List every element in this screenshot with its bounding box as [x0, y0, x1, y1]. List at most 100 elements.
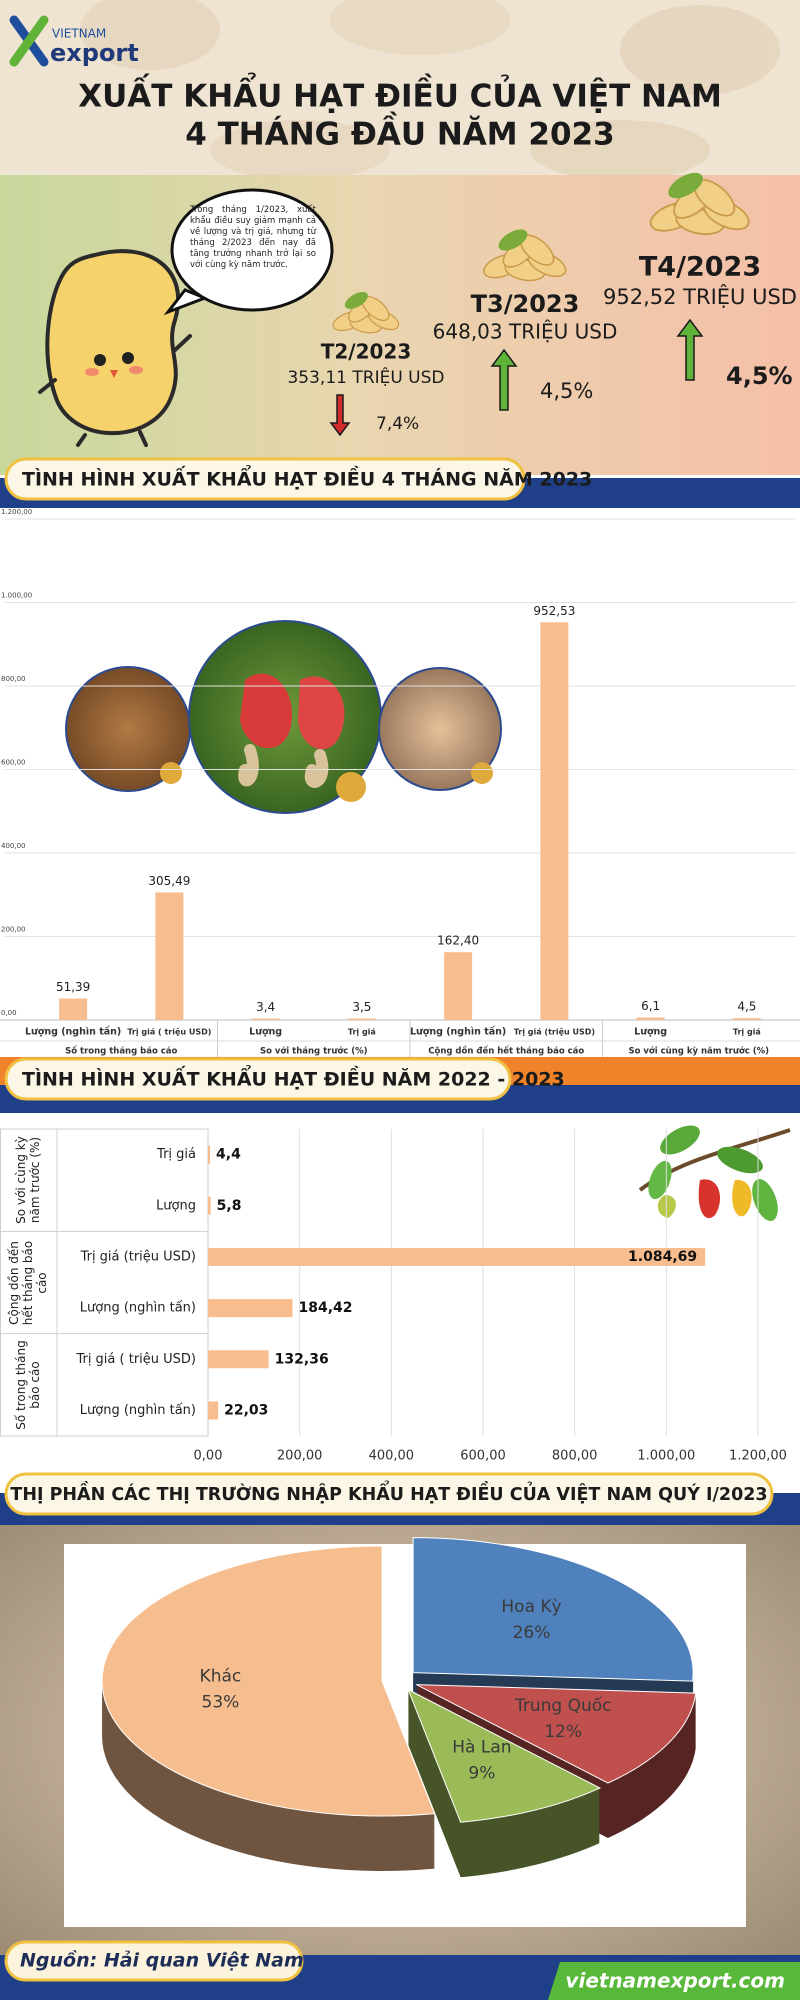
change-arrow [490, 348, 518, 411]
y-tick-label: Lượng (nghìn tấn) [80, 1301, 196, 1316]
bar [540, 622, 569, 1020]
group-label: Cộng dồn đến hết tháng báo cáo [428, 1046, 584, 1057]
group-label: So với cùng kỳ năm trước (%) [14, 1136, 43, 1224]
section-title: TÌNH HÌNH XUẤT KHẨU HẠT ĐIỀU NĂM 2022 - … [22, 1065, 565, 1091]
slice [416, 1684, 697, 1784]
y-tick-label: 800,00 [1, 675, 26, 683]
banner-pill [4, 1472, 774, 1516]
period-value: 648,03 TRIỆU USD [433, 320, 618, 344]
leaf [498, 229, 528, 251]
value-label: 22,03 [224, 1402, 268, 1418]
bar [208, 1299, 293, 1318]
slice-label: Trung Quốc [514, 1695, 612, 1716]
mascot [38, 249, 192, 447]
x-tick-label: 600,00 [460, 1449, 506, 1464]
y-tick-label: 0,00 [1, 1009, 17, 1017]
y-tick-label: 1.200,00 [1, 508, 32, 516]
value-label: 305,49 [148, 874, 190, 888]
bar [347, 1018, 376, 1020]
x-tick-label: 400,00 [369, 1449, 415, 1464]
slice-value: 12% [544, 1722, 582, 1742]
group-label: So với cùng kỳ năm trước (%) [628, 1046, 769, 1057]
y-tick-label: Lượng [156, 1198, 196, 1213]
y-tick-label: 200,00 [1, 926, 26, 934]
footer-accent [548, 1962, 800, 2000]
group-label: Cộng dồn đến hết tháng báo cáo [7, 1240, 50, 1325]
bar [732, 1018, 761, 1020]
logo-bottom: export [50, 39, 139, 67]
x-tick-label: 0,00 [194, 1449, 223, 1464]
header-bg [0, 0, 800, 175]
banner-pill [4, 1057, 512, 1101]
leaf [668, 172, 703, 199]
logo: VIETNAM export [9, 15, 139, 67]
section-title: THỊ PHẦN CÁC THỊ TRƯỜNG NHẬP KHẨU HẠT ĐI… [10, 1480, 767, 1505]
group-label: Số trong tháng báo cáo [14, 1340, 43, 1430]
period-value: 952,52 TRIỆU USD [603, 284, 797, 309]
bar [208, 1247, 706, 1266]
value-label: 3,4 [256, 1000, 275, 1014]
y-tick-label: 400,00 [1, 842, 26, 850]
x-tick-label: Lượng [249, 1027, 282, 1038]
y-tick-label: 1.000,00 [1, 592, 32, 600]
bar [636, 1017, 665, 1020]
bar [251, 1018, 280, 1020]
slice [407, 1688, 601, 1823]
x-tick-label: Trị giá [348, 1028, 376, 1037]
source-pill [4, 1940, 304, 1982]
y-tick-label: Trị giá ( triệu USD) [75, 1352, 196, 1367]
bar [444, 952, 473, 1020]
group-label: Số trong tháng báo cáo [65, 1046, 177, 1057]
value-label: 4,4 [216, 1147, 241, 1163]
speech-bubble [163, 188, 334, 316]
bubble-text: Trong tháng 1/2023, xuất khẩu điều suy g… [190, 205, 316, 270]
source: Nguồn: Hải quan Việt Nam [20, 1949, 304, 1972]
bar [155, 892, 184, 1020]
slice [101, 1545, 436, 1817]
nut-icon [332, 291, 400, 334]
y-tick-label: 600,00 [1, 759, 26, 767]
y-tick-label: Lượng (nghìn tấn) [80, 1403, 196, 1418]
slice-value: 26% [513, 1623, 551, 1643]
value-label: 51,39 [56, 980, 90, 994]
value-label: 5,8 [217, 1198, 242, 1214]
change: 4,5% [726, 362, 793, 390]
group-label: So với tháng trước (%) [260, 1046, 368, 1057]
change-arrow [329, 394, 351, 437]
slice-value: 53% [202, 1692, 240, 1712]
x-tick-label: Lượng [634, 1027, 667, 1038]
value-label: 132,36 [275, 1351, 329, 1367]
leaf [344, 291, 368, 309]
period-value: 353,11 TRIỆU USD [287, 366, 444, 388]
value-label: 184,42 [299, 1300, 353, 1316]
banner-pill [4, 457, 526, 501]
nut-icon [483, 229, 567, 282]
value-label: 162,40 [437, 934, 479, 948]
slice [412, 1537, 694, 1682]
x-tick-label: Trị giá ( triệu USD) [127, 1028, 211, 1037]
period: T3/2023 [471, 290, 580, 318]
category-panel [0, 1128, 209, 1437]
website: vietnamexport.com [565, 1969, 785, 1993]
bar [208, 1401, 219, 1420]
value-label: 3,5 [352, 1000, 371, 1014]
bar [208, 1145, 211, 1164]
x-tick-label: 1.200,00 [729, 1449, 787, 1464]
x-tick-label: Trị giá (triệu USD) [514, 1028, 595, 1037]
photo-circles [65, 620, 502, 814]
x-tick-label: 1.000,00 [637, 1449, 695, 1464]
logo-top: VIETNAM [52, 27, 106, 41]
x-tick-label: 200,00 [277, 1449, 323, 1464]
title-line: XUẤT KHẨU HẠT ĐIỀU CỦA VIỆT NAM [78, 74, 722, 115]
bar [208, 1196, 211, 1215]
slice-label: Hoa Kỳ [501, 1597, 561, 1617]
value-label: 4,5 [737, 1000, 756, 1014]
slice-label: Khác [200, 1666, 242, 1686]
slice-label: Hà Lan [452, 1737, 511, 1757]
value-label: 1.084,69 [628, 1249, 697, 1265]
cashew-branch [638, 1125, 791, 1222]
